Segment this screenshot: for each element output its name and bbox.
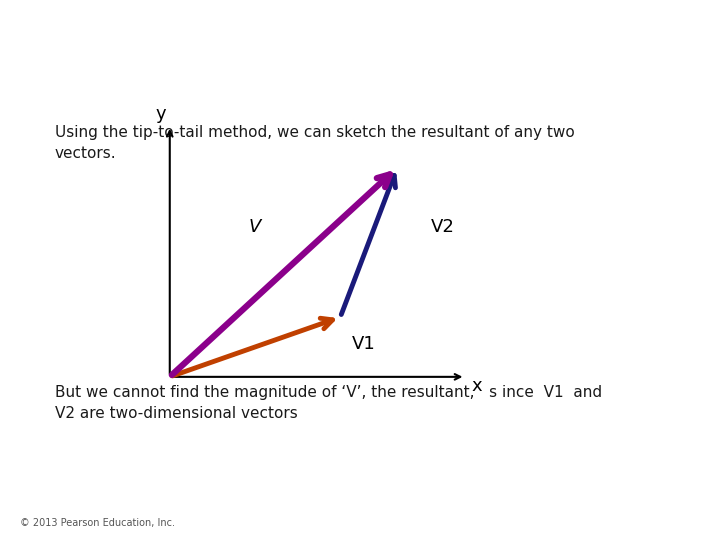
Text: © 2013 Pearson Education, Inc.: © 2013 Pearson Education, Inc. xyxy=(20,518,175,528)
Text: Adding 2 Vectors by Components: Adding 2 Vectors by Components xyxy=(139,21,581,44)
Text: But we cannot find the magnitude of ‘V’, the resultant,   s ince  V1  and
V2 are: But we cannot find the magnitude of ‘V’,… xyxy=(55,385,602,421)
Text: V1: V1 xyxy=(351,335,375,353)
Text: V2: V2 xyxy=(431,219,455,237)
Text: x: x xyxy=(471,377,482,395)
Text: Using the tip-to-tail method, we can sketch the resultant of any two
vectors.: Using the tip-to-tail method, we can ske… xyxy=(55,125,575,161)
Text: V: V xyxy=(249,219,261,237)
Text: y: y xyxy=(156,105,166,123)
